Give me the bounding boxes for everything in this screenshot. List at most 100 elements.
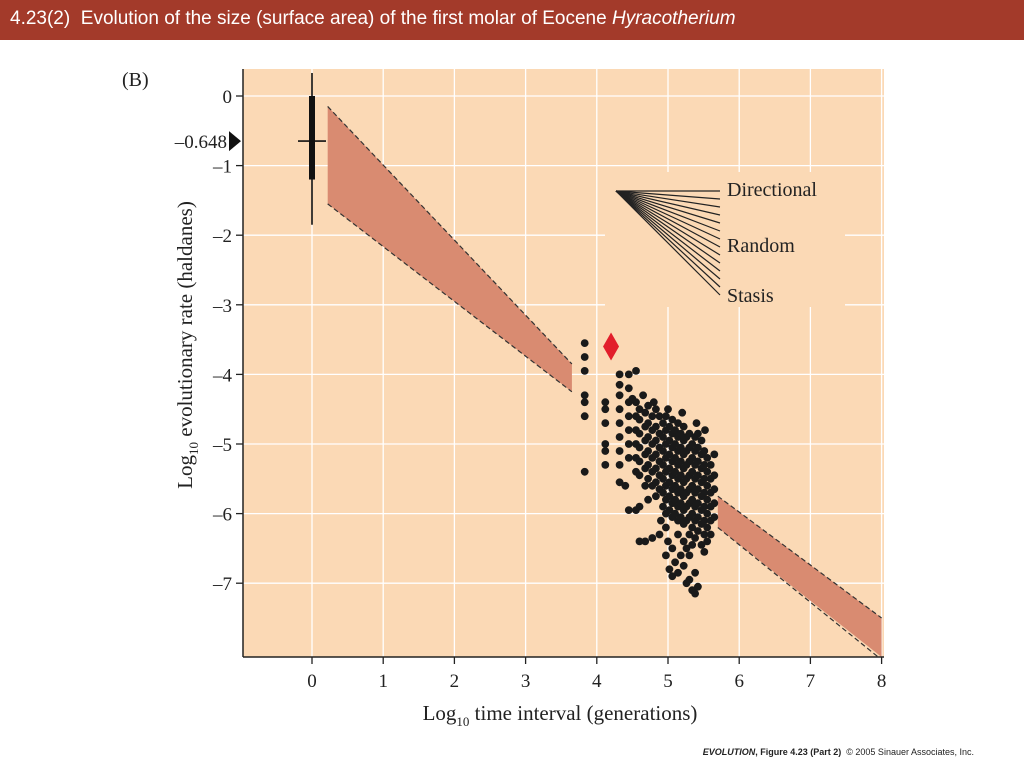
legend-fan-line: [615, 190, 721, 248]
x-axis-label-main: Log: [423, 701, 457, 725]
data-point: [601, 398, 610, 407]
data-point: [641, 408, 650, 417]
data-point: [668, 544, 677, 553]
data-point: [648, 534, 657, 542]
data-point: [694, 513, 702, 521]
y-tick-label: –7: [212, 574, 232, 595]
data-point: [644, 447, 652, 455]
data-point: [671, 509, 679, 518]
data-point: [639, 391, 647, 400]
marker-triangle-icon: [229, 131, 241, 152]
data-point: [652, 422, 660, 431]
data-point: [710, 450, 719, 459]
data-point: [665, 464, 674, 473]
data-point: [615, 405, 624, 414]
legend-label: Directional: [727, 179, 817, 201]
data-point: [615, 433, 624, 441]
data-point: [700, 530, 709, 539]
band-lower-edge: [327, 203, 573, 393]
legend-fan-line: [615, 190, 721, 296]
data-point: [685, 575, 694, 584]
data-point: [635, 457, 644, 466]
rate-band: [327, 106, 572, 392]
y-tick-label: –3: [212, 296, 232, 317]
data-point: [659, 502, 667, 511]
y-axis-label-main: Log: [173, 455, 197, 489]
data-point: [580, 398, 589, 407]
data-point: [655, 412, 664, 421]
data-point: [641, 481, 650, 490]
data-point: [692, 419, 701, 427]
y-tick-label: –2: [212, 226, 232, 247]
legend-fan-line: [615, 190, 721, 256]
data-point: [676, 429, 685, 438]
data-point: [615, 370, 624, 379]
data-point: [635, 471, 644, 480]
data-point: [691, 534, 699, 542]
data-point: [624, 440, 633, 448]
data-point: [694, 443, 702, 452]
panel-label: (B): [122, 69, 149, 91]
data-point: [671, 481, 679, 490]
data-point: [710, 513, 719, 521]
slide-title-italic: Hyracotherium: [611, 8, 736, 29]
y-axis-label-rest: evolutionary rate (haldanes): [173, 201, 197, 442]
data-point: [688, 541, 697, 549]
data-point: [676, 485, 685, 494]
data-point: [697, 541, 706, 549]
data-point: [652, 450, 660, 459]
data-point: [694, 582, 702, 591]
data-point: [644, 401, 652, 410]
data-point: [694, 471, 702, 480]
legend-fan-line: [615, 190, 721, 224]
data-point: [710, 499, 719, 508]
data-point: [664, 405, 672, 414]
data-point: [665, 565, 674, 574]
data-point: [665, 492, 674, 501]
data-point: [676, 457, 685, 466]
data-point: [662, 523, 670, 532]
band-upper-edge: [717, 495, 882, 619]
slide-title: 4.23(2) Evolution of the size (surface a…: [10, 8, 736, 30]
data-point: [601, 440, 610, 448]
range-bar: [309, 96, 315, 180]
data-point: [688, 509, 697, 518]
data-point: [676, 471, 685, 480]
data-point: [648, 412, 657, 421]
data-point: [703, 509, 712, 518]
data-point: [624, 426, 633, 434]
data-point: [691, 589, 699, 598]
data-point: [665, 506, 674, 514]
legend-fan-line: [615, 190, 721, 240]
data-point: [635, 443, 644, 452]
data-point: [671, 467, 679, 476]
x-tick-label: 5: [663, 671, 673, 692]
data-point: [601, 461, 610, 469]
data-point: [668, 572, 677, 581]
data-point: [671, 495, 679, 504]
band-lower-edge: [717, 527, 879, 658]
rate-bands: [327, 106, 882, 658]
x-tick-label: 6: [734, 671, 744, 692]
data-point: [710, 471, 719, 480]
legend-label: Random: [727, 235, 795, 257]
data-point: [700, 488, 709, 497]
legend-fan-line: [615, 190, 721, 280]
data-point: [644, 419, 652, 427]
data-point: [615, 447, 624, 455]
data-point: [659, 447, 667, 455]
x-tick-label: 1: [378, 671, 388, 692]
data-point: [668, 415, 677, 424]
data-point: [688, 454, 697, 462]
data-point: [662, 551, 670, 560]
marker-annotation-label: –0.648: [174, 132, 227, 153]
data-point: [703, 454, 712, 462]
data-point: [688, 467, 697, 476]
data-point: [706, 530, 715, 539]
data-point: [665, 450, 674, 459]
data-point: [635, 502, 644, 511]
x-tick-label: 8: [877, 671, 887, 692]
data-point: [703, 467, 712, 476]
data-point: [624, 506, 633, 514]
